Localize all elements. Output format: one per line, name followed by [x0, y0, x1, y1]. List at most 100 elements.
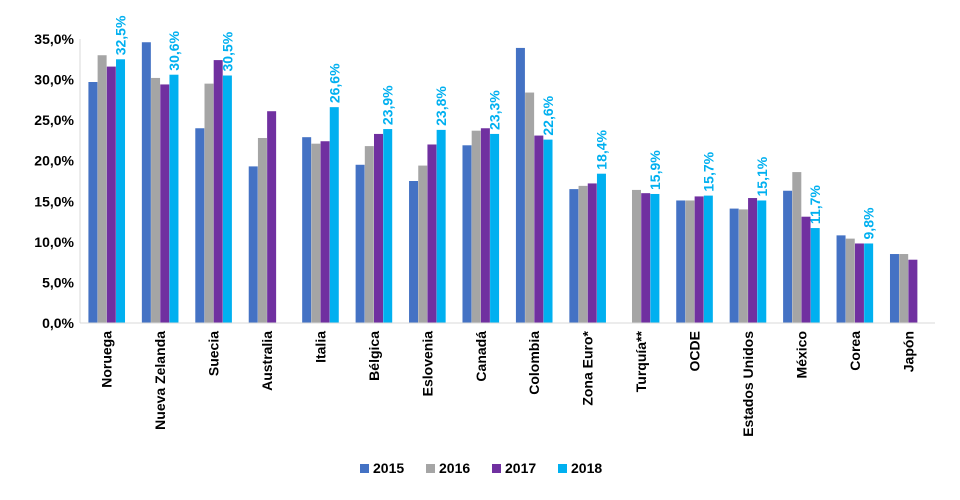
data-label-2018-ocde: 15,7% [700, 151, 716, 191]
y-tick-label: 10,0% [34, 234, 74, 250]
x-tick-label-belgica: Bélgica [366, 331, 382, 381]
bar-2017-colombia [534, 135, 544, 323]
bar-2017-noruega [106, 66, 116, 324]
bar-2016-turquia [631, 189, 641, 323]
bar-2015-japon [889, 254, 899, 323]
bar-2017-estados-unidos [748, 198, 758, 323]
bar-2017-belgica [374, 133, 384, 323]
bar-2018-nueva-zelanda [169, 74, 179, 324]
data-label-2018-belgica: 23,9% [380, 85, 396, 125]
bar-2016-eslovenia [418, 165, 428, 323]
data-label-2018-suecia: 30,5% [219, 31, 235, 71]
legend-label-2016: 2016 [439, 460, 470, 476]
bar-2017-corea [854, 243, 864, 323]
bar-2018-eslovenia [436, 129, 446, 323]
x-tick-label-japon: Japón [900, 331, 916, 372]
bar-2015-corea [836, 235, 846, 323]
y-tick-label: 20,0% [34, 153, 74, 169]
bar-2015-italia [302, 137, 312, 323]
bar-2018-estados-unidos [757, 200, 767, 323]
x-tick-label-estados-unidos: Estados Unidos [740, 331, 756, 437]
bar-2015-estados-unidos [729, 208, 739, 323]
bar-2018-ocde [703, 195, 713, 323]
bar-2017-italia [320, 141, 330, 323]
x-tick-label-zona-euro: Zona Euro* [580, 330, 596, 405]
data-label-2018-turquia: 15,9% [647, 150, 663, 190]
bar-2018-mexico [810, 228, 820, 323]
bar-2018-corea [864, 243, 874, 323]
bar-2018-noruega [116, 59, 126, 324]
x-tick-label-suecia: Suecia [206, 331, 222, 376]
x-tick-label-nueva-zelanda: Nueva Zelanda [152, 331, 168, 430]
bar-2017-japon [908, 259, 918, 323]
bar-2015-australia [248, 166, 258, 323]
bar-2015-zona-euro [569, 189, 579, 323]
x-tick-label-colombia: Colombia [526, 331, 542, 395]
bar-2016-colombia [525, 92, 535, 323]
legend-swatch-2018 [558, 464, 567, 473]
x-tick-label-mexico: México [793, 331, 809, 378]
bar-2016-noruega [97, 55, 107, 323]
y-tick-label: 15,0% [34, 193, 74, 209]
bar-2017-nueva-zelanda [160, 84, 170, 323]
bar-2015-canada [462, 145, 472, 323]
bar-2017-canada [480, 128, 490, 323]
data-label-2018-mexico: 11,7% [807, 185, 823, 224]
data-label-2018-corea: 9,8% [861, 207, 877, 239]
bar-2018-colombia [543, 139, 553, 323]
bar-2016-suecia [204, 83, 214, 323]
x-tick-label-ocde: OCDE [687, 331, 703, 371]
bar-2017-suecia [213, 60, 223, 324]
data-label-2018-italia: 26,6% [326, 63, 342, 103]
bar-2018-suecia [222, 75, 232, 323]
bar-2018-belgica [383, 129, 393, 323]
bar-2017-zona-euro [587, 183, 597, 323]
y-tick-label: 0,0% [42, 315, 74, 331]
legend-label-2015: 2015 [373, 460, 404, 476]
y-tick-label: 25,0% [34, 112, 74, 128]
bar-2017-eslovenia [427, 144, 437, 323]
bar-2016-estados-unidos [738, 209, 748, 323]
y-tick-label: 35,0% [34, 31, 74, 47]
bar-2018-italia [329, 107, 339, 323]
x-tick-label-corea: Corea [847, 331, 863, 371]
bar-2016-belgica [364, 146, 374, 323]
bar-2016-italia [311, 143, 321, 323]
bar-2015-suecia [195, 128, 205, 323]
legend-swatch-2017 [492, 464, 501, 473]
bar-2017-mexico [801, 216, 811, 323]
bar-2015-ocde [676, 200, 686, 323]
x-tick-label-eslovenia: Eslovenia [419, 331, 435, 397]
legend-label-2017: 2017 [505, 460, 536, 476]
x-tick-label-australia: Australia [259, 331, 275, 391]
bar-2017-ocde [694, 196, 704, 323]
data-label-2018-noruega: 32,5% [113, 15, 129, 55]
x-tick-label-italia: Italia [312, 331, 328, 363]
bar-2016-japon [899, 254, 909, 323]
bar-2015-mexico [783, 190, 793, 323]
bar-2016-ocde [685, 200, 695, 323]
bar-2016-zona-euro [578, 185, 588, 323]
bar-2015-nueva-zelanda [141, 42, 151, 323]
bar-2018-turquia [650, 193, 660, 323]
data-label-2018-canada: 23,3% [487, 90, 503, 130]
data-label-2018-colombia: 22,6% [540, 95, 556, 135]
legend-swatch-2015 [360, 464, 369, 473]
bar-2016-mexico [792, 172, 802, 323]
bar-2016-corea [845, 238, 855, 323]
bar-2018-canada [490, 133, 500, 323]
y-tick-label: 30,0% [34, 72, 74, 88]
data-label-2018-zona-euro: 18,4% [593, 129, 609, 169]
data-label-2018-eslovenia: 23,8% [433, 86, 449, 126]
y-tick-label: 5,0% [42, 274, 74, 290]
bar-2015-noruega [88, 82, 98, 324]
data-label-2018-estados-unidos: 15,1% [754, 156, 770, 196]
x-tick-label-noruega: Noruega [99, 331, 115, 388]
bar-2018-zona-euro [596, 173, 606, 323]
bar-2017-turquia [641, 193, 651, 323]
bar-2015-belgica [355, 164, 365, 323]
bar-2015-eslovenia [409, 181, 419, 323]
data-label-2018-nueva-zelanda: 30,6% [166, 30, 182, 70]
x-tick-label-canada: Canadá [473, 331, 489, 382]
